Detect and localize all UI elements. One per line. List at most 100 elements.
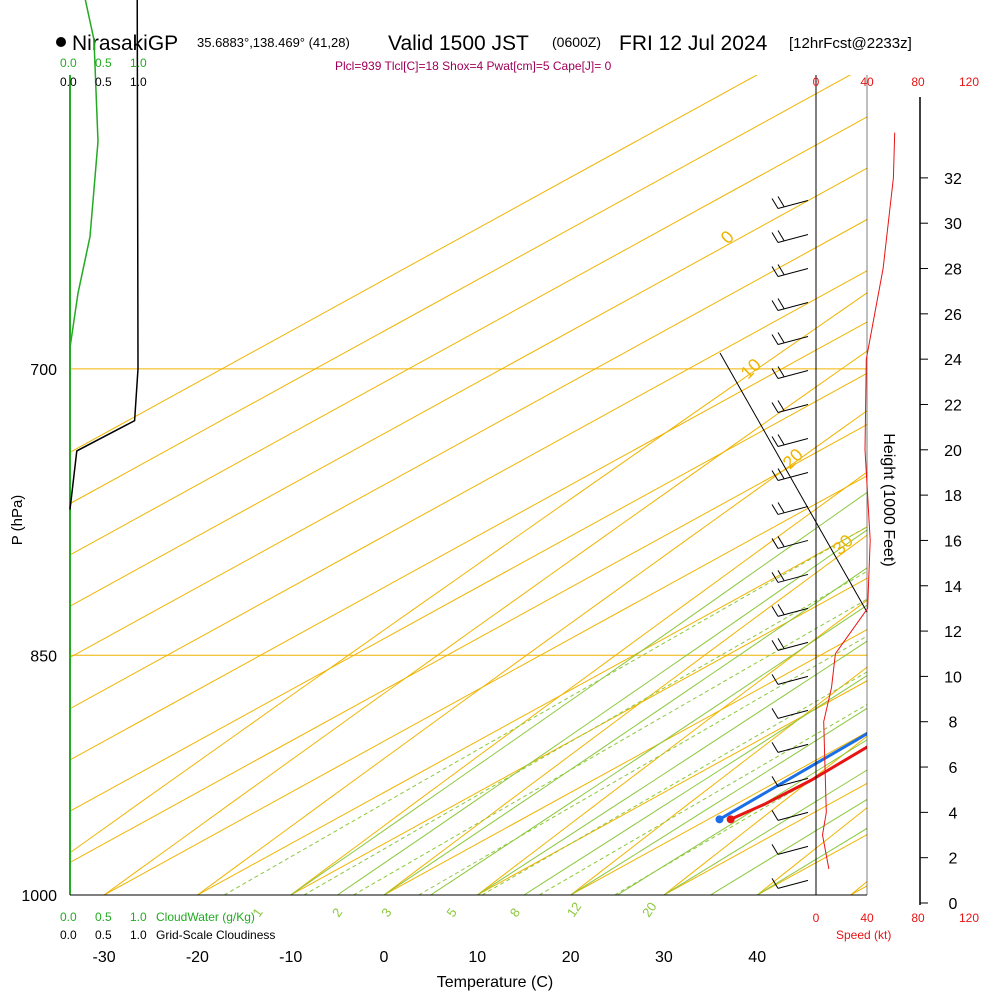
wind-barb xyxy=(771,674,809,685)
stability-indices: Plcl=939 Tlcl[C]=18 Shox=4 Pwat[cm]=5 Ca… xyxy=(335,59,612,73)
wind-panel: 0040408080120120024681012141618202224262… xyxy=(771,75,979,925)
height-tick-label: 6 xyxy=(949,760,958,777)
wind-speed-profile xyxy=(821,132,896,870)
wind-barb-flag xyxy=(777,400,785,411)
wind-barb-flag xyxy=(771,810,779,821)
mixing-ratio-line xyxy=(539,703,867,895)
wind-barb-staff xyxy=(777,268,809,278)
diagram-grid xyxy=(70,75,867,895)
cloud-water-tick: 0.0 xyxy=(60,910,77,924)
height-tick-label: 20 xyxy=(944,443,962,460)
wind-barb-staff xyxy=(777,879,809,889)
wind-barb xyxy=(771,604,809,617)
mixing-ratio-line xyxy=(418,635,867,895)
height-tick-label: 12 xyxy=(944,624,962,641)
cloudiness-tick: 0.5 xyxy=(95,75,112,89)
wind-barb xyxy=(771,468,809,481)
isotherm-line xyxy=(197,526,867,895)
wind-barb xyxy=(771,844,809,855)
wind-barb-flag xyxy=(771,300,779,311)
wind-speed-tick: 120 xyxy=(959,911,979,925)
height-axis-title: Height (1000 Feet) xyxy=(880,433,897,566)
temperature-tick-label: 0 xyxy=(380,949,389,966)
wind-barb-flag xyxy=(777,468,785,479)
wind-speed-tick: 0 xyxy=(813,75,820,89)
height-tick-label: 26 xyxy=(944,307,962,324)
wind-barb-flag xyxy=(777,196,785,207)
cloudiness-tick: 0.0 xyxy=(60,75,77,89)
wind-barb-staff xyxy=(777,539,809,549)
wind-barb xyxy=(771,708,809,719)
wind-barb-staff xyxy=(777,505,809,515)
temperature-tick-label: 20 xyxy=(562,949,580,966)
wind-barb-staff xyxy=(777,471,809,481)
temperature-tick-label: -10 xyxy=(279,949,302,966)
wind-speed-tick: 80 xyxy=(911,911,925,925)
wind-barb-flag xyxy=(771,708,779,719)
cloud-water-tick: 1.0 xyxy=(130,910,147,924)
wind-barb-staff xyxy=(777,200,809,210)
wind-barb xyxy=(771,638,809,651)
wind-barb xyxy=(771,810,809,821)
hodograph-boundary-1 xyxy=(719,352,868,613)
cloudiness-profile xyxy=(69,0,139,510)
wind-barb-flag xyxy=(771,640,779,651)
mixing-ratio-label: 8 xyxy=(507,905,523,920)
cloud-water-title: CloudWater (g/Kg) xyxy=(156,910,255,924)
mixing-ratio-line xyxy=(481,671,867,895)
dry-adiabat-line xyxy=(197,410,867,895)
wind-barb-flag xyxy=(771,844,779,855)
isotherm-line xyxy=(70,75,758,453)
pressure-tick-label: 1000 xyxy=(21,888,57,905)
wind-barb xyxy=(771,298,809,311)
height-tick-label: 24 xyxy=(944,352,962,369)
mixing-ratio-label: 2 xyxy=(329,905,345,920)
wind-barb xyxy=(771,264,809,278)
height-tick-label: 2 xyxy=(949,851,958,868)
dry-adiabat-line xyxy=(383,534,867,895)
station-marker xyxy=(56,37,66,47)
station-name: NirasakiGP xyxy=(72,32,178,55)
wind-barb-flag xyxy=(777,434,785,445)
cloud-water-tick: 0.5 xyxy=(95,910,112,924)
x-axis-title: Temperature (C) xyxy=(437,974,553,991)
wind-barb-flag xyxy=(771,266,779,277)
wind-barb-flag xyxy=(771,572,779,583)
dry-adiabat-line xyxy=(570,666,867,895)
pressure-tick-label: 700 xyxy=(30,362,57,379)
isotherm-line xyxy=(70,218,867,658)
wind-barb-staff xyxy=(777,437,809,447)
wind-barb-flag xyxy=(771,776,779,787)
wind-barb-flag xyxy=(777,230,785,241)
temperature-tick-label: 40 xyxy=(748,949,766,966)
wind-speed-tick: 40 xyxy=(860,911,874,925)
dry-adiabat-line xyxy=(70,292,867,854)
mixing-ratio-line xyxy=(303,570,867,895)
moist-adiabat-line xyxy=(617,739,867,895)
isotherm-line xyxy=(70,167,867,607)
moist-adiabat-line xyxy=(523,675,867,895)
cloudiness-tick: 0.5 xyxy=(95,928,112,942)
isotherm-line xyxy=(70,116,867,556)
cloud-panel: 0.0 0.5 1.0 0.0 0.5 1.0 0.0 0.5 1.0 0.0 0.5 1.0 xyxy=(60,0,147,942)
wind-barb-staff xyxy=(777,845,809,855)
wind-barb xyxy=(771,536,809,549)
isotherm-line xyxy=(103,475,867,895)
cloud-water-tick: 0.5 xyxy=(95,56,112,70)
height-tick-label: 0 xyxy=(949,896,958,913)
dry-adiabat-line xyxy=(476,599,867,895)
wind-barb-staff xyxy=(777,573,809,583)
moist-adiabat-line xyxy=(430,604,867,895)
dry-adiabat-line xyxy=(290,471,867,895)
height-tick-label: 32 xyxy=(944,171,962,188)
dry-adiabat-line xyxy=(850,881,867,895)
wind-barb-staff xyxy=(777,709,809,719)
wind-barb-flag xyxy=(771,878,779,889)
cloudiness-title: Grid-Scale Cloudiness xyxy=(156,928,275,942)
wind-speed-tick: 120 xyxy=(959,75,979,89)
temperature-tick-label: 10 xyxy=(468,949,486,966)
cloud-water-tick: 0.0 xyxy=(60,56,77,70)
wind-speed-axis-title: Speed (kt) xyxy=(836,928,891,942)
wind-barb-staff xyxy=(777,675,809,685)
wind-speed-tick: 0 xyxy=(813,911,820,925)
